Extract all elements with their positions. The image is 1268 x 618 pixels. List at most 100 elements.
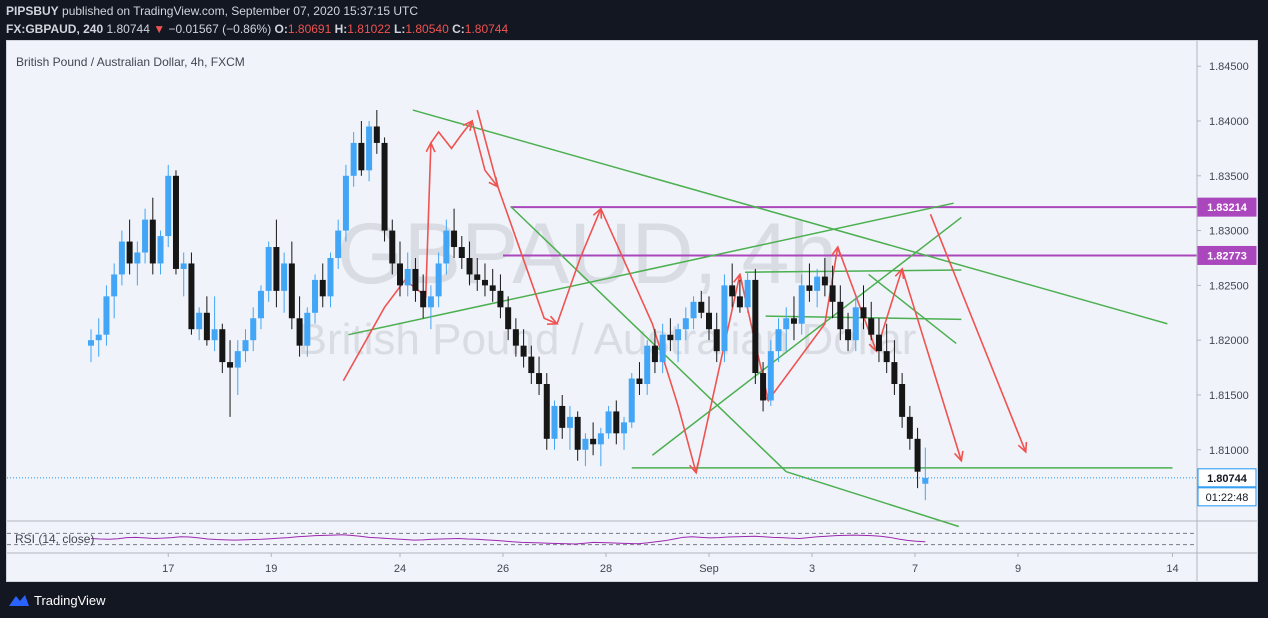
candle-body: [605, 411, 612, 434]
drawings-trend-lines[interactable]: [7, 109, 1197, 528]
candle-body: [613, 411, 620, 434]
chart-frame[interactable]: GBPAUD, 4h British Pound / Australian Do…: [6, 40, 1258, 582]
low-value: 1.80540: [405, 22, 449, 36]
candle-body: [914, 438, 921, 472]
candle-body: [203, 312, 210, 341]
price-axis[interactable]: 1.84500 1.84000 1.83500 1.83000 1.82500 1.820…: [1196, 41, 1257, 581]
candle-body: [227, 362, 234, 368]
last-price: 1.80744: [106, 22, 150, 36]
symbol-name: FX:GBPAUD, 240: [6, 22, 104, 36]
candle-body: [172, 175, 179, 269]
candle-body: [350, 142, 357, 176]
low-label: L:: [394, 22, 406, 36]
candle-body: [312, 279, 319, 313]
x-tick-label: 28: [600, 563, 612, 575]
price-chart[interactable]: GBPAUD, 4h British Pound / Australian Do…: [7, 41, 1257, 581]
candle-body: [157, 236, 164, 264]
candle-body: [481, 279, 488, 286]
candle-body: [852, 307, 859, 341]
arrow-head: [953, 450, 964, 463]
arrow-path: [430, 120, 473, 150]
time-axis[interactable]: 17 19 24 26 28 Sep 3 7 9 14: [7, 552, 1257, 575]
candle-body: [250, 318, 257, 341]
candle-body: [644, 345, 651, 385]
candle-body: [126, 241, 133, 264]
candle-body: [327, 257, 334, 297]
arrow-head: [1017, 441, 1028, 454]
watermark-symbol: GBPAUD, 4h: [337, 206, 837, 302]
candle-body: [559, 405, 566, 428]
candle-body: [752, 279, 759, 374]
candle-body: [806, 285, 813, 291]
candle-body: [713, 329, 720, 352]
candle-body: [335, 230, 342, 258]
trend-line: [868, 273, 957, 345]
brand-name[interactable]: TradingView: [34, 593, 106, 608]
high-value: 1.81022: [347, 22, 391, 36]
rsi-pane[interactable]: RSI (14, close): [7, 532, 1197, 546]
close-label: C:: [452, 22, 465, 36]
change-down-icon: ▼: [153, 22, 166, 36]
candle-body: [543, 384, 550, 439]
chart-header: PIPSBUY published on TradingView.com, Se…: [0, 0, 1268, 40]
trend-line: [348, 202, 954, 336]
candle-body: [845, 329, 852, 341]
candle-body: [829, 285, 836, 302]
open-value: 1.80691: [287, 22, 332, 36]
open-label: O:: [274, 22, 288, 36]
arrow-path: [556, 208, 602, 325]
candle-body: [435, 263, 442, 297]
candle-body: [95, 334, 102, 341]
candle-body: [922, 477, 929, 484]
price-label-box: [1197, 468, 1257, 488]
x-tick-label: 19: [265, 563, 277, 575]
candle-body: [489, 285, 496, 291]
arrow-path: [600, 208, 697, 473]
candle-body: [551, 405, 558, 439]
candle-body: [242, 340, 249, 352]
candle-body: [659, 334, 666, 363]
arrow-path: [767, 246, 839, 401]
arrow-path: [471, 120, 499, 188]
publisher-name[interactable]: PIPSBUY: [6, 4, 59, 18]
arrow-head: [894, 267, 905, 279]
candle-body: [783, 318, 790, 330]
y-tick-label: 1.84500: [1209, 61, 1249, 73]
candle-body: [744, 279, 751, 308]
arrow-path: [901, 268, 963, 461]
candle-body: [427, 296, 434, 308]
x-tick-label: 17: [162, 563, 174, 575]
candle-body: [111, 274, 118, 297]
y-tick-label: 1.84000: [1209, 116, 1249, 128]
publish-line: PIPSBUY published on TradingView.com, Se…: [6, 4, 418, 18]
candle-body: [582, 438, 589, 450]
candle-body: [149, 219, 156, 264]
candle-body: [798, 285, 805, 324]
candle-body: [566, 416, 573, 428]
candle-body: [373, 126, 380, 143]
candle-body: [906, 416, 913, 439]
candle-body: [520, 345, 527, 357]
x-tick-label: 9: [1015, 563, 1021, 575]
candle-body: [404, 268, 411, 286]
candle-body: [621, 422, 628, 434]
candle-body: [729, 285, 736, 297]
candle-body: [636, 378, 643, 385]
trend-line: [510, 205, 787, 473]
candle-body: [142, 219, 149, 253]
candle-body: [497, 290, 504, 308]
rsi-line: [90, 534, 926, 545]
candle-body: [288, 263, 295, 319]
candle-body: [899, 384, 906, 417]
candle-body: [536, 373, 543, 385]
candle-body: [366, 126, 373, 171]
x-tick-label: 24: [394, 563, 406, 575]
candle-body: [790, 318, 797, 324]
arrow-path: [929, 213, 1027, 453]
countdown-text: 01:22:48: [1206, 492, 1249, 504]
trend-line: [651, 216, 962, 456]
candle-body: [698, 301, 705, 313]
candle-body: [304, 312, 311, 346]
close-value: 1.80744: [464, 22, 509, 36]
tradingview-logo-icon[interactable]: [8, 592, 30, 608]
